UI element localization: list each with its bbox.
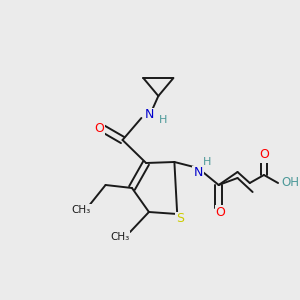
Text: O: O <box>216 206 226 218</box>
Text: CH₃: CH₃ <box>71 205 91 215</box>
Text: N: N <box>193 167 203 179</box>
Text: N: N <box>145 109 154 122</box>
Text: H: H <box>203 157 211 167</box>
Text: CH₃: CH₃ <box>110 232 129 242</box>
Text: OH: OH <box>282 176 300 190</box>
Text: O: O <box>259 148 269 161</box>
Text: O: O <box>94 122 104 134</box>
Text: H: H <box>159 115 167 125</box>
Text: S: S <box>176 212 184 226</box>
